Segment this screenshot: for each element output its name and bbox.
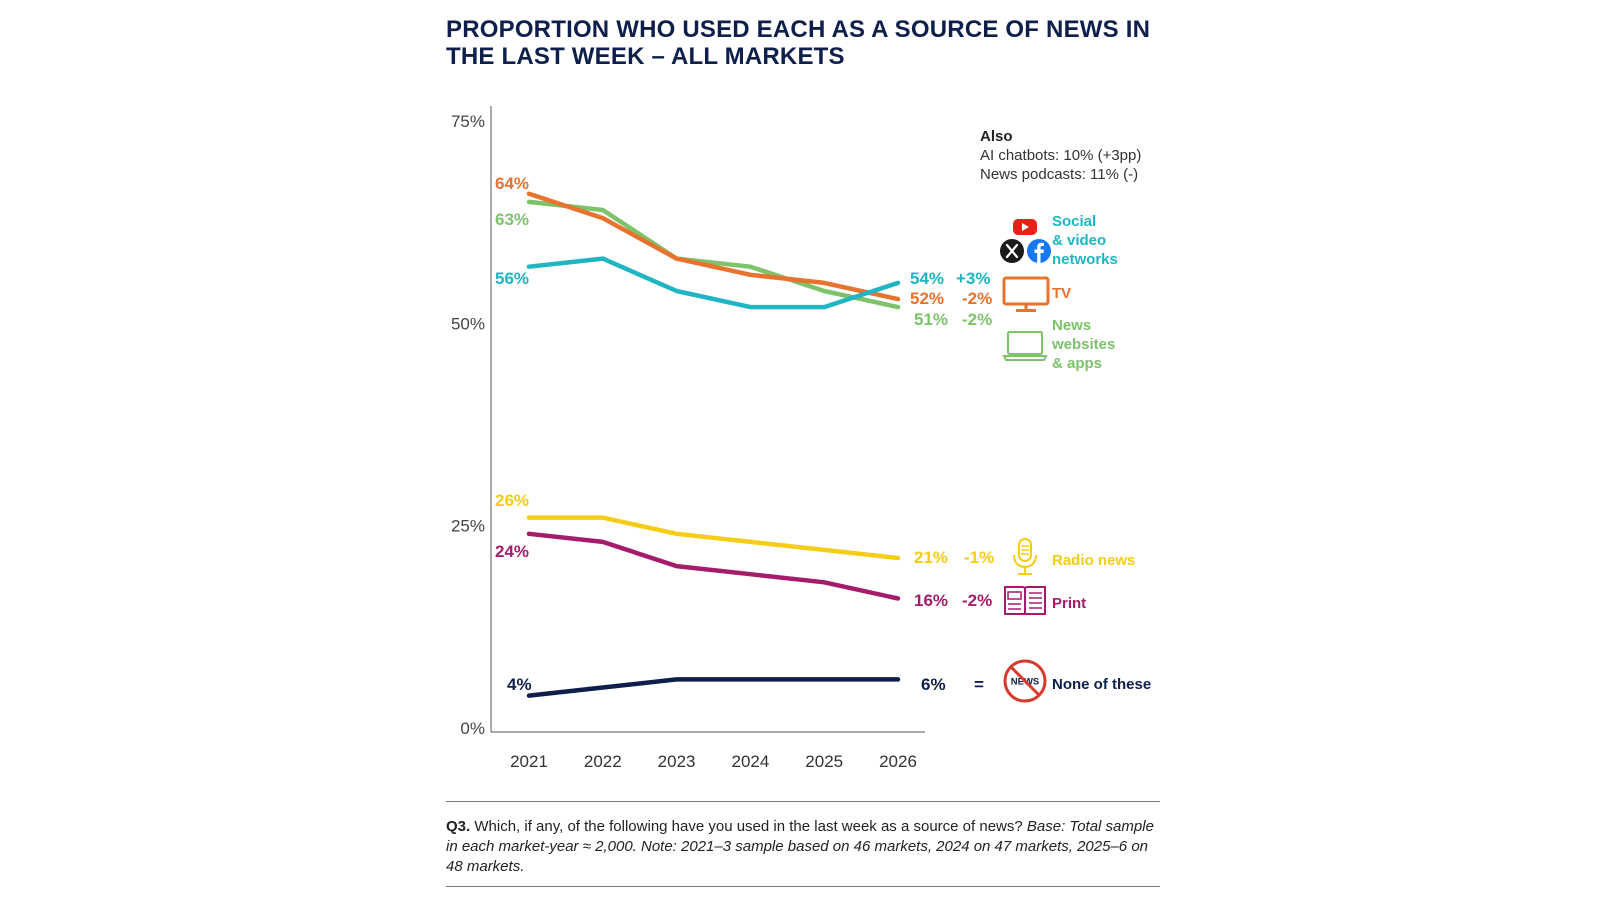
- y-tick-label: 50%: [451, 314, 485, 333]
- legend-tv: TV: [1052, 284, 1071, 303]
- laptop-icon: [1002, 331, 1048, 361]
- legend-none: None of these: [1052, 675, 1151, 694]
- x-tick-label: 2024: [731, 752, 769, 771]
- legend-web-line3: & apps: [1052, 355, 1103, 372]
- y-tick-label: 75%: [451, 112, 485, 131]
- change-label-print: -2%: [962, 591, 992, 610]
- footnote: Q3. Which, if any, of the following have…: [446, 817, 1160, 877]
- footnote-question-id: Q3.: [446, 818, 471, 835]
- start-label-radio: 26%: [495, 491, 529, 510]
- start-label-tv: 64%: [495, 174, 529, 193]
- legend-web-line1: News: [1052, 317, 1092, 334]
- also-ai-chatbots: AI chatbots: 10% (+3pp): [980, 147, 1142, 164]
- legend-radio: Radio news: [1052, 551, 1135, 570]
- change-label-none: =: [974, 675, 984, 694]
- end-label-none: 6%: [921, 675, 946, 694]
- x-tick-label: 2021: [510, 752, 548, 771]
- legend-social: Social & video networks: [1052, 212, 1118, 269]
- microphone-icon: [1013, 538, 1037, 575]
- series-line-none: [526, 677, 901, 698]
- footnote-question: Which, if any, of the following have you…: [470, 818, 1027, 835]
- newspaper-icon: [1004, 586, 1046, 615]
- end-label-print: 16%: [914, 591, 948, 610]
- end-label-tv: 52%: [910, 289, 944, 308]
- also-news-podcasts: News podcasts: 11% (-): [980, 166, 1139, 183]
- divider-top: [446, 801, 1160, 802]
- start-label-web: 63%: [495, 210, 529, 229]
- legend-tv-line1: TV: [1052, 285, 1072, 302]
- no-news-icon: NEWS: [1003, 659, 1047, 703]
- series-line-radio: [526, 515, 901, 561]
- series-line-print: [526, 531, 901, 601]
- x-tick-label: 2023: [658, 752, 696, 771]
- facebook-icon: [1027, 239, 1051, 263]
- change-label-social: +3%: [956, 269, 991, 288]
- legend-social-line1: Social: [1052, 213, 1097, 230]
- series-line-tv: [526, 191, 901, 302]
- change-label-radio: -1%: [964, 548, 994, 567]
- legend-social-line3: networks: [1052, 251, 1118, 268]
- end-label-web: 51%: [914, 310, 948, 329]
- start-label-social: 56%: [495, 269, 529, 288]
- tv-icon: [1002, 276, 1050, 312]
- divider-bottom: [446, 886, 1160, 887]
- legend-social-line2: & video: [1052, 232, 1107, 249]
- x-tick-label: 2026: [879, 752, 917, 771]
- end-label-social: 54%: [910, 269, 944, 288]
- youtube-icon: [1013, 219, 1037, 235]
- start-label-none: 4%: [507, 675, 532, 694]
- also-heading: Also: [980, 128, 1013, 145]
- end-label-radio: 21%: [914, 548, 948, 567]
- y-tick-label: 25%: [451, 517, 485, 536]
- x-tick-label: 2025: [805, 752, 843, 771]
- change-label-tv: -2%: [962, 289, 992, 308]
- x-tick-label: 2022: [584, 752, 622, 771]
- x-icon: [1000, 239, 1024, 263]
- legend-print: Print: [1052, 594, 1086, 613]
- legend-radio-line1: Radio news: [1052, 552, 1136, 569]
- start-label-print: 24%: [495, 542, 529, 561]
- legend-web: News websites & apps: [1052, 316, 1115, 373]
- series-line-social: [526, 256, 901, 310]
- footnote-base: Base: Total sample in each market-year ≈…: [446, 818, 1154, 875]
- series-line-web: [526, 199, 901, 310]
- legend-web-line2: websites: [1052, 336, 1116, 353]
- legend-print-line1: Print: [1052, 595, 1087, 612]
- legend-none-line1: None of these: [1052, 676, 1152, 693]
- chart-title: PROPORTION WHO USED EACH AS A SOURCE OF …: [446, 16, 1151, 70]
- also-box: Also AI chatbots: 10% (+3pp) News podcas…: [980, 127, 1141, 184]
- y-tick-label: 0%: [460, 719, 485, 738]
- change-label-web: -2%: [962, 310, 992, 329]
